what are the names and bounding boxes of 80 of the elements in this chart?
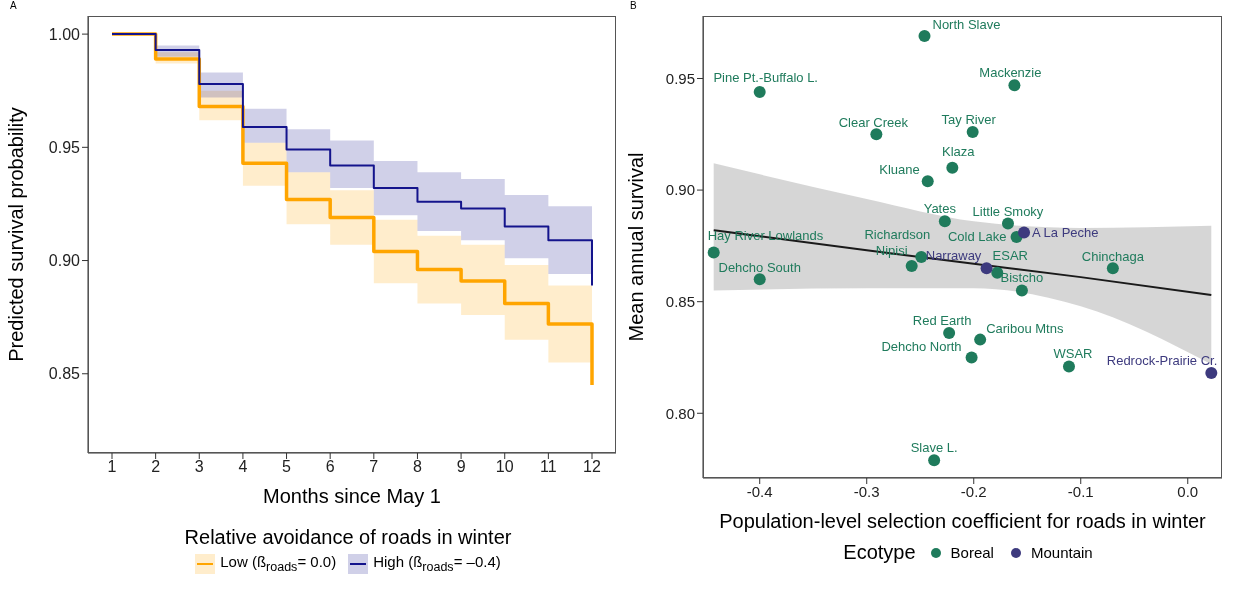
point: [1018, 226, 1031, 239]
data-label: Kluane: [879, 161, 920, 177]
x-tick-label: 8: [413, 458, 422, 476]
x-tick-label: 2: [151, 458, 161, 476]
data-label: Mackenzie: [979, 64, 1042, 80]
data-label: Redrock-Prairie Cr.: [1106, 352, 1218, 368]
x-axis-title: Population-level selection coefficient for roads in winter: [719, 510, 1207, 532]
data-label: Chinchaga: [1081, 248, 1145, 264]
y-tick-label: 0.95: [665, 69, 695, 87]
legend-title: Ecotype: [843, 541, 916, 564]
point: [966, 126, 979, 139]
legend-title: Relative avoidance of roads in winter: [184, 526, 512, 549]
point: [1205, 367, 1218, 380]
point: [1062, 360, 1075, 373]
data-label: Narraway: [925, 247, 982, 263]
y-axis-title: Mean annual survival: [625, 152, 648, 342]
x-tick-label: 1: [107, 458, 117, 476]
x-axis-title: Months since May 1: [263, 485, 441, 507]
text: A: [10, 0, 17, 11]
legend-label: Boreal: [950, 544, 994, 561]
point: [928, 454, 941, 467]
point: [943, 326, 956, 339]
y-tick-label: 0.85: [48, 365, 81, 383]
point: [980, 262, 993, 275]
x-tick-label: -0.2: [960, 482, 987, 500]
x-tick-label: -0.1: [1067, 482, 1094, 500]
data-label: Pine Pt.-Buffalo L.: [713, 70, 818, 86]
data-label: Tay River: [941, 111, 997, 127]
point: [905, 259, 918, 272]
y-axis-title: Predicted survival probability: [5, 107, 28, 362]
point: [753, 85, 766, 98]
data-label: ESAR: [992, 248, 1028, 264]
y-tick-label: 0.90: [48, 252, 81, 270]
data-label: Dehcho North: [881, 338, 962, 354]
data-label: A La Peche: [1032, 224, 1099, 240]
data-label: Slave L.: [910, 439, 958, 455]
y-tick-label: 0.95: [48, 139, 81, 157]
x-tick-label: 9: [456, 458, 466, 476]
point: [870, 128, 883, 141]
data-label: Bistcho: [1000, 270, 1044, 286]
data-label: Red Earth: [912, 313, 972, 329]
point: [965, 351, 978, 364]
point: [1008, 79, 1021, 92]
legend-label: High (ß$_{roads}$= –0.4): [373, 553, 501, 574]
point: [938, 215, 951, 228]
point: [1015, 284, 1028, 297]
y-tick-label: 0.80: [665, 404, 695, 422]
y-tick-label: 0.90: [665, 181, 695, 199]
x-tick-label: 3: [194, 458, 204, 476]
point: [753, 273, 766, 286]
point: [707, 246, 720, 259]
legend-label: Low (ß$_{roads}$= 0.0): [220, 553, 337, 574]
data-label: WSAR: [1053, 345, 1093, 361]
x-tick-label: 4: [238, 458, 248, 476]
x-tick-label: 11: [540, 458, 557, 476]
data-label: Cold Lake: [947, 229, 1007, 245]
point: [974, 333, 987, 346]
data-label: Little Smoky: [972, 204, 1044, 220]
data-label: Dehcho South: [718, 259, 801, 275]
data-label: Clear Creek: [838, 114, 909, 130]
data-label: North Slave: [932, 16, 1001, 32]
y-tick-label: 1.00: [48, 25, 81, 43]
text: B: [630, 0, 637, 11]
legend-label: Mountain: [1030, 544, 1093, 561]
x-tick-label: 10: [495, 458, 514, 476]
point: [921, 175, 934, 188]
x-tick-label: 12: [583, 458, 601, 476]
x-tick-label: -0.4: [746, 482, 773, 500]
point: [946, 161, 959, 174]
y-tick-label: 0.85: [665, 293, 695, 311]
x-tick-label: -0.3: [853, 482, 880, 500]
x-tick-label: 7: [369, 458, 379, 476]
data-label: Richardson: [864, 226, 931, 242]
point: [918, 30, 931, 43]
x-tick-label: 6: [325, 458, 335, 476]
data-label: Klaza: [942, 144, 976, 160]
x-tick-label: 0.0: [1177, 482, 1199, 500]
data-label: Caribou Mtns: [986, 321, 1064, 337]
data-label: Yates: [923, 200, 957, 216]
x-tick-label: 5: [282, 458, 292, 476]
